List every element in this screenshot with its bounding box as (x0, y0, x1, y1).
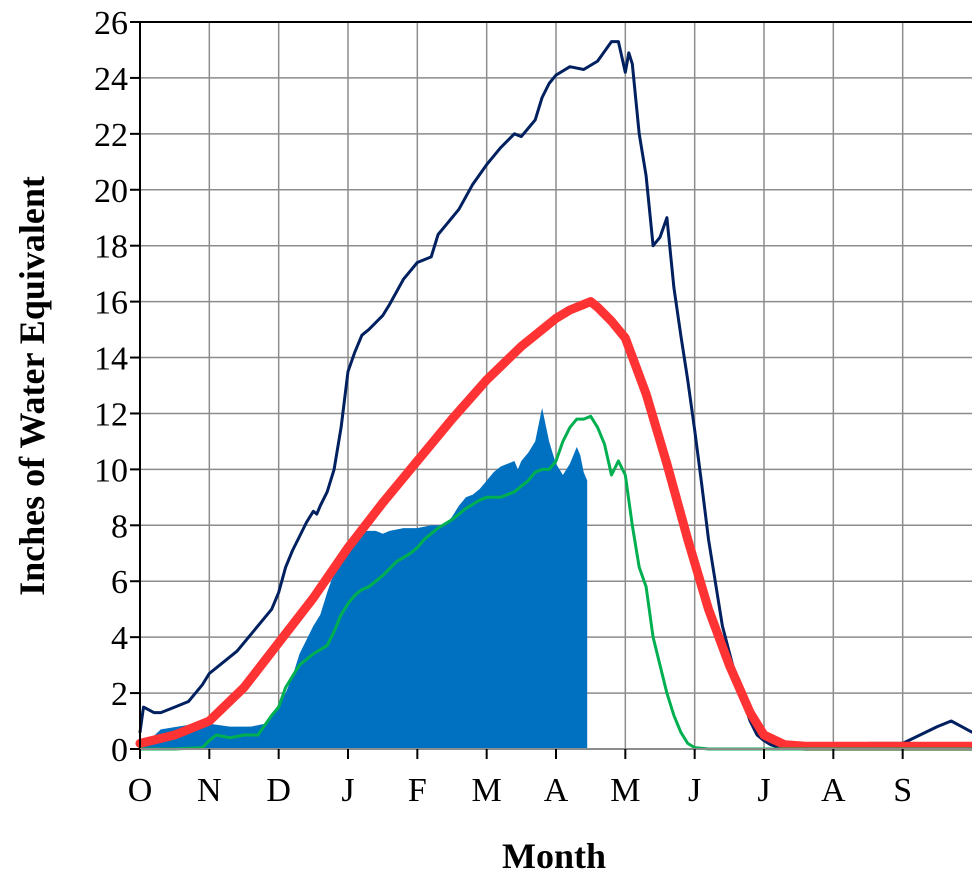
series-line-1 (138, 40, 972, 750)
y-axis-title: Inches of Water Equivalent (12, 176, 52, 596)
y-tick-label: 24 (94, 61, 128, 98)
y-tick-label: 2 (111, 676, 128, 713)
y-tick-label: 16 (94, 285, 128, 322)
x-tick-label: O (128, 772, 153, 809)
y-tick-label: 8 (111, 508, 128, 545)
y-tick-label: 22 (94, 117, 128, 154)
x-tick-label: M (610, 772, 640, 809)
y-tick-label: 20 (94, 173, 128, 210)
x-tick-label: N (197, 772, 222, 809)
x-axis-title: Month (502, 836, 606, 876)
x-tick-label: D (266, 772, 291, 809)
y-tick-label: 6 (111, 564, 128, 601)
x-tick-label: A (821, 772, 846, 809)
x-tick-label: J (688, 772, 701, 809)
axes (130, 21, 972, 759)
y-tick-label: 14 (94, 341, 128, 378)
y-tick-label: 0 (111, 732, 128, 769)
series-line-2 (135, 297, 972, 751)
y-tick-label: 18 (94, 229, 128, 266)
series-area-0 (140, 407, 588, 749)
y-tick-label: 4 (111, 620, 128, 657)
x-tick-label: J (757, 772, 770, 809)
x-tick-label: J (341, 772, 354, 809)
series-line-3 (138, 414, 972, 751)
x-tick-label: A (544, 772, 569, 809)
x-tick-label: S (893, 772, 912, 809)
series-layer (135, 40, 972, 751)
y-tick-label: 26 (94, 5, 128, 42)
x-tick-label: M (472, 772, 502, 809)
y-tick-label: 10 (94, 452, 128, 489)
x-tick-label: F (408, 772, 427, 809)
y-tick-label: 12 (94, 396, 128, 433)
